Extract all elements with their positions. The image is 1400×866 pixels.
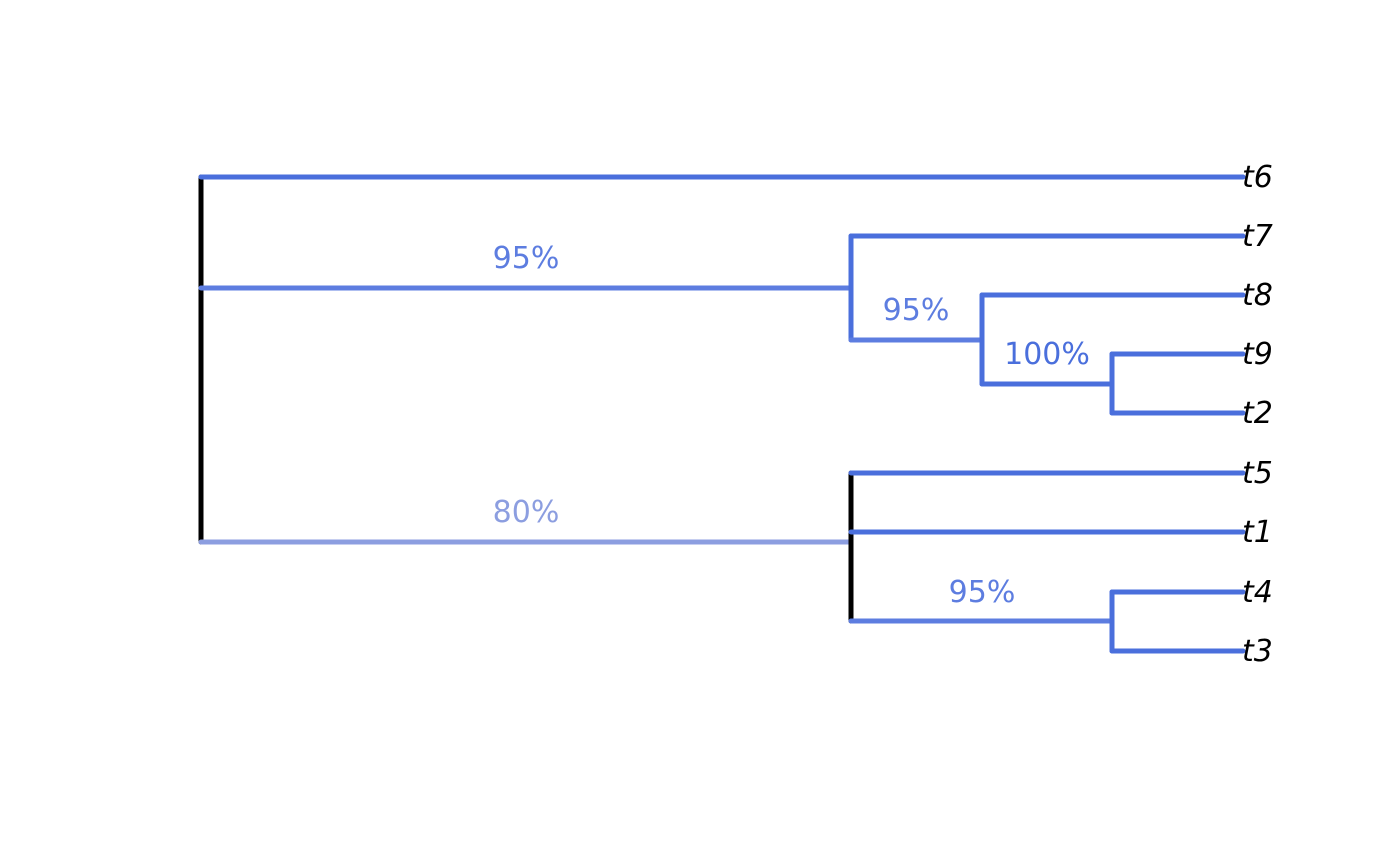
tip-label-t2: t2: [1242, 396, 1273, 431]
support-label-t9-t2: 100%: [1004, 337, 1090, 372]
support-label-upper-clade: 95%: [493, 241, 560, 276]
tip-label-t8: t8: [1242, 278, 1273, 313]
support-label-t4-t3: 95%: [949, 575, 1016, 610]
tip-label-t6: t6: [1242, 160, 1273, 195]
tip-label-t9: t9: [1242, 337, 1273, 372]
tip-label-t3: t3: [1242, 634, 1273, 669]
support-label-t8-t9-t2: 95%: [883, 293, 950, 328]
tip-label-t4: t4: [1242, 575, 1273, 610]
tip-label-t7: t7: [1242, 219, 1273, 254]
tip-label-t1: t1: [1242, 515, 1273, 550]
tip-label-t5: t5: [1242, 456, 1273, 491]
support-label-lower-clade: 80%: [493, 495, 560, 530]
